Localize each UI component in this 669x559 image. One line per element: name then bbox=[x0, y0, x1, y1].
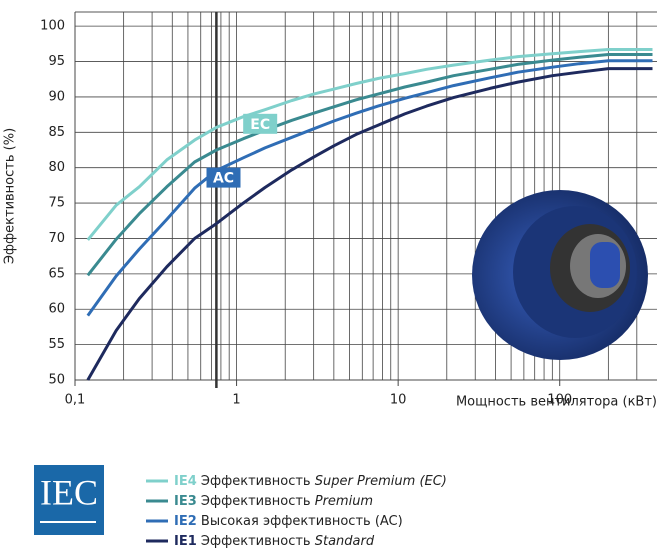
legend-code: IE1 bbox=[174, 534, 197, 549]
y-tick-label: 95 bbox=[48, 54, 65, 69]
legend-description: Эффективность bbox=[201, 534, 311, 549]
x-tick-label: 0,1 bbox=[65, 393, 86, 408]
y-axis-label: Эффективность (%) bbox=[3, 128, 18, 264]
y-tick-label: 55 bbox=[48, 337, 65, 352]
legend-description: Эффективность bbox=[201, 494, 311, 509]
legend-code: IE2 bbox=[174, 514, 197, 529]
y-tick-label: 80 bbox=[48, 160, 65, 175]
y-tick-label: 100 bbox=[40, 19, 65, 34]
y-tick-label: 50 bbox=[48, 373, 65, 388]
x-axis-label: Мощность вентилятора (кВт) bbox=[456, 395, 657, 410]
legend-description: Эффективность bbox=[201, 474, 311, 489]
y-tick-label: 90 bbox=[48, 89, 65, 104]
annotation-box bbox=[206, 167, 241, 188]
legend-description-italic: Standard bbox=[315, 534, 375, 549]
legend-description-italic: Super Premium (EC) bbox=[315, 474, 447, 489]
series-line bbox=[86, 67, 653, 381]
annotation-label: EC bbox=[250, 117, 270, 133]
series-line bbox=[86, 53, 653, 277]
y-tick-label: 60 bbox=[48, 302, 65, 317]
legend-description-italic: Premium bbox=[315, 494, 373, 509]
y-tick-label: 85 bbox=[48, 125, 65, 140]
legend-entry: IE3 Эффективность Premium bbox=[174, 494, 373, 509]
x-tick-label: 1 bbox=[232, 393, 240, 408]
legend-entry: IE1 Эффективность Standard bbox=[174, 534, 375, 549]
iec-logo: IEC bbox=[34, 465, 104, 535]
fan-image bbox=[472, 190, 648, 360]
y-tick-label: 65 bbox=[48, 266, 65, 281]
legend-description: Высокая эффективность (AC) bbox=[201, 514, 403, 529]
logo-text: IEC bbox=[40, 472, 98, 512]
annotation-box bbox=[243, 113, 278, 134]
x-tick-label: 10 bbox=[390, 393, 407, 408]
y-tick-label: 75 bbox=[48, 196, 65, 211]
series-line bbox=[86, 48, 653, 241]
y-tick-label: 70 bbox=[48, 231, 65, 246]
legend-code: IE4 bbox=[174, 474, 197, 489]
series-line bbox=[86, 59, 653, 317]
legend-code: IE3 bbox=[174, 494, 197, 509]
legend-entry: IE4 Эффективность Super Premium (EC) bbox=[174, 474, 447, 489]
legend-entry: IE2 Высокая эффективность (AC) bbox=[174, 514, 403, 529]
annotation-label: AC bbox=[213, 171, 234, 187]
x-tick-label: 100 bbox=[547, 393, 572, 408]
